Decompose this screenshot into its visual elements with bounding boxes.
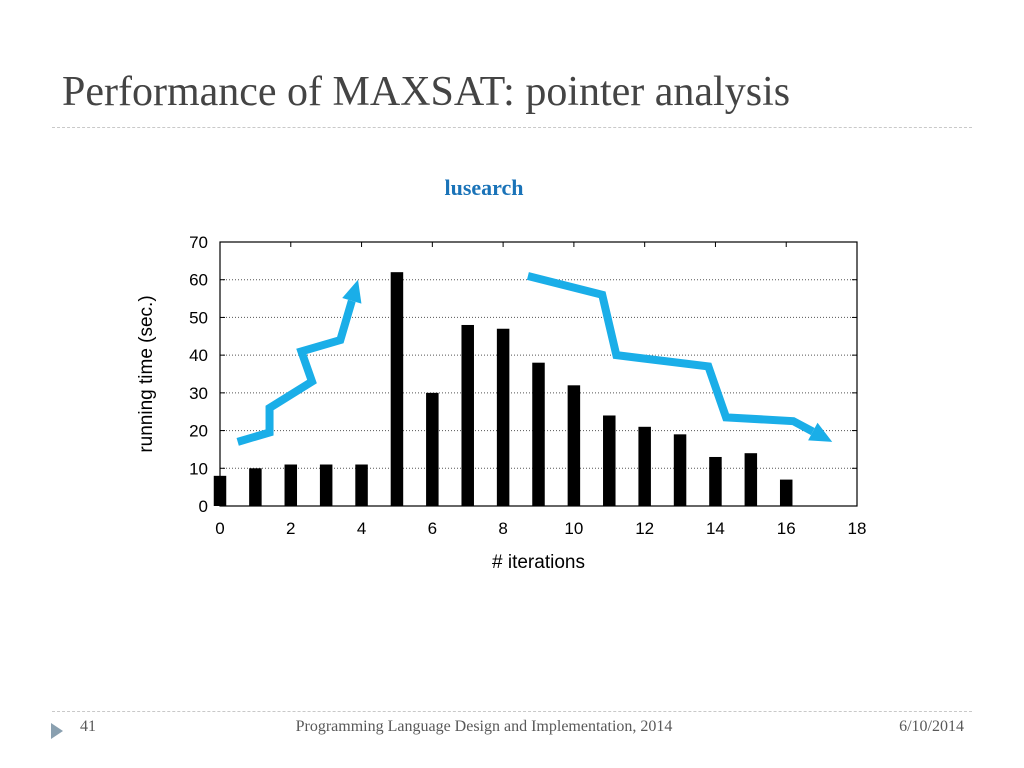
x-tick-label: 10 xyxy=(564,519,583,538)
x-tick-label: 2 xyxy=(286,519,295,538)
x-tick-label: 4 xyxy=(357,519,366,538)
y-tick-label: 20 xyxy=(189,422,208,441)
plot-frame xyxy=(219,241,858,507)
y-tick-label: 40 xyxy=(189,346,208,365)
y-axis-label: running time (sec.) xyxy=(136,295,157,452)
title-divider xyxy=(52,127,972,128)
y-tick-label: 10 xyxy=(189,459,208,478)
bar xyxy=(744,453,758,506)
bar xyxy=(249,468,262,506)
bar xyxy=(603,415,616,506)
footer-text: Programming Language Design and Implemen… xyxy=(295,718,673,735)
bar xyxy=(496,328,510,506)
bar xyxy=(390,272,404,506)
bar xyxy=(709,456,722,506)
y-tick-label: 30 xyxy=(189,384,208,403)
bullet-arrow-icon xyxy=(51,723,63,739)
bar xyxy=(284,464,298,506)
x-axis-label: # iterations xyxy=(492,552,585,573)
x-tick-label: 8 xyxy=(498,519,507,538)
y-tick-label: 60 xyxy=(189,271,208,290)
x-tick-label: 0 xyxy=(215,519,224,538)
bar xyxy=(567,385,581,506)
falling-trend-arrow-head xyxy=(808,422,833,442)
bar xyxy=(638,426,651,506)
y-tick-label: 0 xyxy=(199,497,208,516)
bar-chart: 0 10 20 30 40 50 60 70 0 2 4 6 8 10 12 14 16 18 # iteratio… xyxy=(136,233,867,573)
rising-trend-arrow-head xyxy=(342,279,362,304)
bar xyxy=(779,479,793,506)
chart-title: lusearch xyxy=(444,175,524,200)
x-tick-label: 12 xyxy=(635,519,654,538)
x-tick-label: 18 xyxy=(848,519,867,538)
slide-number: 41 xyxy=(80,718,96,735)
bar xyxy=(426,392,439,506)
rising-trend-arrow xyxy=(236,299,356,446)
footer-date: 6/10/2014 xyxy=(899,718,964,735)
bar xyxy=(461,324,474,506)
falling-trend-arrow xyxy=(526,272,815,436)
y-tick-label: 50 xyxy=(189,308,208,327)
bar xyxy=(355,464,368,506)
bar xyxy=(673,434,687,506)
bar xyxy=(532,362,545,506)
x-tick-label: 6 xyxy=(428,519,437,538)
bar xyxy=(319,464,333,506)
slide-title: Performance of MAXSAT: pointer analysis xyxy=(62,69,791,115)
x-tick-label: 16 xyxy=(777,519,796,538)
footer-divider xyxy=(52,711,972,712)
x-tick-label: 14 xyxy=(706,519,725,538)
y-tick-label: 70 xyxy=(189,233,208,252)
